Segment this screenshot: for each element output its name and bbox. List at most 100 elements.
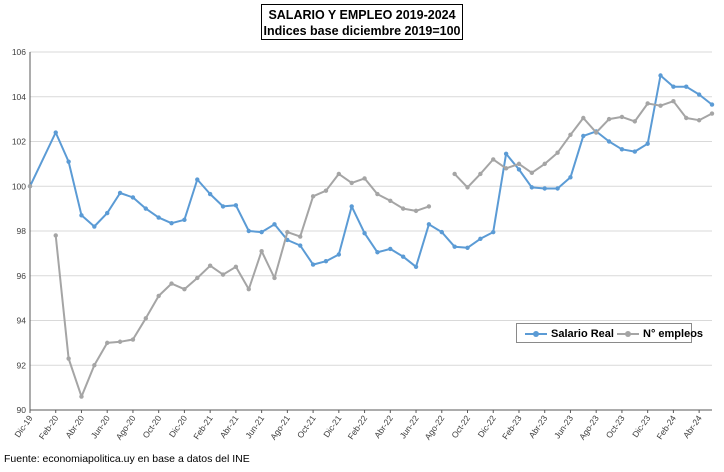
data-point <box>568 175 573 180</box>
data-point <box>323 188 329 193</box>
y-tick-label: 96 <box>17 271 27 281</box>
x-tick-label: Feb-20 <box>37 413 61 441</box>
data-point <box>491 229 496 235</box>
data-point <box>259 248 264 254</box>
x-tick-labels: Dic-19 Feb-20 Abr-20 Jun-20 Ago-20 Oct-20 Dic-… <box>12 413 704 441</box>
x-tick-label: Jun-23 <box>552 413 575 440</box>
x-tick-label: Abr-23 <box>527 413 550 440</box>
data-point <box>632 119 637 124</box>
x-tick-label: Ago-22 <box>422 413 446 441</box>
data-point <box>388 198 393 203</box>
legend-label-empleo: N° empleos <box>643 328 704 340</box>
data-point <box>246 228 251 234</box>
x-tick-label: Feb-23 <box>500 413 524 441</box>
data-point <box>503 166 509 171</box>
x-tick-label: Ago-23 <box>577 413 601 441</box>
data-point <box>53 130 58 135</box>
data-point <box>79 213 84 218</box>
chart-subtitle: Indices base diciembre 2019=100 <box>263 24 461 38</box>
data-point <box>220 204 226 209</box>
series-0 <box>27 73 715 269</box>
data-point <box>143 316 149 321</box>
data-point <box>581 115 586 121</box>
x-tick-label: Oct-21 <box>295 413 318 440</box>
data-point <box>671 99 676 104</box>
data-point <box>709 111 715 116</box>
data-point <box>233 264 239 269</box>
y-tick-label: 100 <box>12 181 26 191</box>
data-point <box>182 217 187 223</box>
data-point <box>336 171 342 177</box>
data-point <box>413 264 419 269</box>
data-point <box>619 114 625 120</box>
chart-title-box: SALARIO Y EMPLEO 2019-2024 Indices base … <box>261 4 463 40</box>
data-point <box>79 394 84 399</box>
series-line <box>29 74 713 268</box>
x-tick-label: Dic-21 <box>321 413 343 439</box>
data-point <box>632 149 637 154</box>
x-tick-label: Abr-22 <box>372 413 395 440</box>
data-point <box>568 132 573 137</box>
data-point <box>645 141 650 146</box>
data-point <box>117 190 123 196</box>
data-point <box>298 243 303 248</box>
x-tick-label: Oct-23 <box>604 413 627 440</box>
data-point <box>349 204 354 209</box>
y-tick-labels: 90 92 94 96 98 100 102 104 106 <box>12 47 26 415</box>
data-point <box>542 186 547 191</box>
series-line <box>453 100 713 189</box>
x-tick-label: Abr-21 <box>218 413 241 440</box>
data-point <box>529 185 535 190</box>
data-point <box>465 245 470 250</box>
y-tick-label: 90 <box>17 405 27 415</box>
axes <box>29 52 712 413</box>
data-point <box>298 234 303 239</box>
data-point <box>105 210 110 216</box>
data-point <box>375 250 380 255</box>
x-tick-label: Dic-19 <box>12 413 34 439</box>
data-point <box>684 115 689 121</box>
data-point <box>671 84 676 89</box>
data-point <box>658 103 663 108</box>
data-point <box>169 281 174 286</box>
data-point <box>555 150 560 155</box>
x-tick-label: Dic-22 <box>476 413 498 439</box>
x-tick-label: Feb-21 <box>191 413 215 441</box>
data-point <box>105 340 110 346</box>
data-point <box>478 171 483 177</box>
legend-marker-salario <box>533 331 539 337</box>
y-tick-label: 106 <box>12 47 26 57</box>
data-point <box>156 215 161 220</box>
data-point <box>130 337 136 342</box>
data-point <box>555 186 560 191</box>
data-point <box>696 118 702 123</box>
data-point <box>491 157 496 162</box>
source-note: Fuente: economiapolitica.uy en base a da… <box>4 453 250 465</box>
data-point <box>182 286 187 292</box>
data-point <box>92 224 97 229</box>
series <box>27 73 715 399</box>
data-point <box>117 339 123 344</box>
data-point <box>169 220 174 226</box>
data-point <box>619 147 625 152</box>
x-tick-label: Abr-24 <box>681 413 704 440</box>
data-point <box>259 229 264 235</box>
x-tick-label: Jun-21 <box>243 413 266 440</box>
data-point <box>516 167 522 172</box>
x-tick-label: Dic-23 <box>630 413 652 439</box>
data-point <box>606 116 612 122</box>
data-point <box>66 159 71 164</box>
data-point <box>272 275 277 281</box>
grid-lines <box>30 51 712 366</box>
x-tick-label: Dic-20 <box>167 413 189 439</box>
x-tick-label: Ago-20 <box>114 413 138 441</box>
data-point <box>220 272 226 277</box>
data-point <box>542 161 547 167</box>
data-point <box>452 171 457 177</box>
x-tick-label: Oct-22 <box>449 413 472 440</box>
data-point <box>426 204 432 209</box>
data-point <box>658 73 663 78</box>
y-tick-label: 92 <box>17 360 27 370</box>
x-tick-label: Jun-20 <box>89 413 112 440</box>
